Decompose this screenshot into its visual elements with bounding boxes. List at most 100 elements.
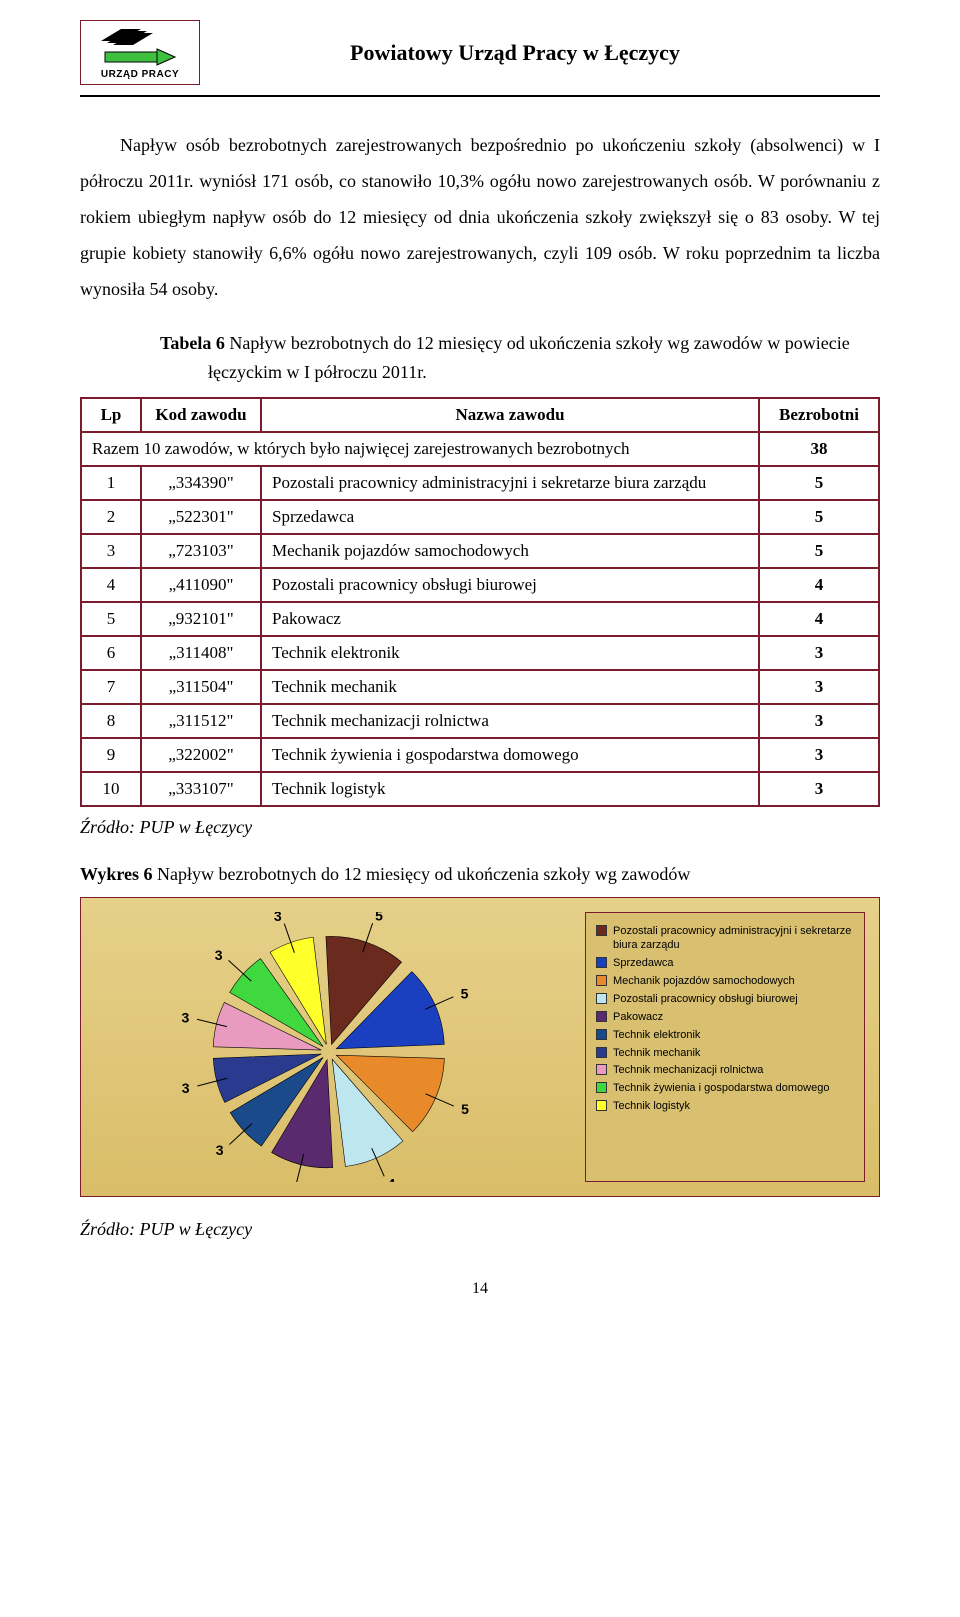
th-lp: Lp [81,398,141,432]
total-value: 38 [759,432,879,466]
cell-nazwa: Technik mechanik [261,670,759,704]
legend-item: Pozostali pracownicy administracyjni i s… [596,924,854,954]
legend-label: Technik elektronik [613,1028,700,1043]
cell-lp: 1 [81,466,141,500]
table-row: 6„311408"Technik elektronik3 [81,636,879,670]
pie-value-label: 3 [216,1142,224,1158]
cell-lp: 6 [81,636,141,670]
source-line-2: Źródło: PUP w Łęczycy [80,1219,880,1240]
cell-kod: „932101" [141,602,261,636]
table-row: 4„411090"Pozostali pracownicy obsługi bi… [81,568,879,602]
table-row: 5„932101"Pakowacz4 [81,602,879,636]
table-row: 2„522301"Sprzedawca5 [81,500,879,534]
legend-swatch [596,957,607,968]
cell-kod: „723103" [141,534,261,568]
cell-lp: 8 [81,704,141,738]
cell-bez: 5 [759,466,879,500]
legend-label: Pozostali pracownicy obsługi biurowej [613,992,798,1007]
legend-item: Technik mechanizacji rolnictwa [596,1063,854,1078]
total-label: Razem 10 zawodów, w których było najwięc… [81,432,759,466]
pie-value-label: 3 [182,1080,190,1096]
logo-caption: URZĄD PRACY [89,69,191,80]
legend-item: Technik mechanik [596,1046,854,1061]
cell-kod: „311512" [141,704,261,738]
cell-nazwa: Pozostali pracownicy administracyjni i s… [261,466,759,500]
cell-nazwa: Sprzedawca [261,500,759,534]
table-row: 10„333107"Technik logistyk3 [81,772,879,806]
legend-swatch [596,1047,607,1058]
cell-kod: „311504" [141,670,261,704]
chart-caption-rest: Napływ bezrobotnych do 12 miesięcy od uk… [157,864,690,884]
legend-label: Technik żywienia i gospodarstwa domowego [613,1081,829,1096]
table-caption-rest: Napływ bezrobotnych do 12 miesięcy od uk… [208,333,850,382]
cell-nazwa: Mechanik pojazdów samochodowych [261,534,759,568]
pie-value-label: 3 [274,912,282,924]
cell-lp: 5 [81,602,141,636]
logo-box: URZĄD PRACY [80,20,200,85]
cell-lp: 9 [81,738,141,772]
cell-kod: „334390" [141,466,261,500]
legend-label: Technik mechanizacji rolnictwa [613,1063,763,1078]
cell-bez: 3 [759,704,879,738]
table-row: 3„723103"Mechanik pojazdów samochodowych… [81,534,879,568]
chart-legend: Pozostali pracownicy administracyjni i s… [585,912,865,1182]
cell-lp: 4 [81,568,141,602]
legend-item: Pakowacz [596,1010,854,1025]
cell-kod: „322002" [141,738,261,772]
cell-bez: 3 [759,670,879,704]
cell-kod: „333107" [141,772,261,806]
cell-nazwa: Pakowacz [261,602,759,636]
cell-bez: 4 [759,568,879,602]
legend-item: Technik elektronik [596,1028,854,1043]
legend-swatch [596,1011,607,1022]
table-row: 7„311504"Technik mechanik3 [81,670,879,704]
legend-label: Pozostali pracownicy administracyjni i s… [613,924,854,954]
cell-bez: 4 [759,602,879,636]
table-header-row: Lp Kod zawodu Nazwa zawodu Bezrobotni [81,398,879,432]
source-line-1: Źródło: PUP w Łęczycy [80,817,880,838]
table-row-total: Razem 10 zawodów, w których było najwięc… [81,432,879,466]
th-nazwa: Nazwa zawodu [261,398,759,432]
pie-chart: 5554433333 [95,912,573,1182]
table-caption-label: Tabela 6 [160,333,225,353]
legend-swatch [596,1082,607,1093]
cell-bez: 5 [759,500,879,534]
data-table: Lp Kod zawodu Nazwa zawodu Bezrobotni Ra… [80,397,880,807]
cell-kod: „311408" [141,636,261,670]
legend-swatch [596,925,607,936]
table-row: 8„311512"Technik mechanizacji rolnictwa3 [81,704,879,738]
cell-nazwa: Technik mechanizacji rolnictwa [261,704,759,738]
cell-nazwa: Technik logistyk [261,772,759,806]
cell-nazwa: Technik elektronik [261,636,759,670]
legend-item: Technik logistyk [596,1099,854,1114]
legend-item: Pozostali pracownicy obsługi biurowej [596,992,854,1007]
table-row: 1„334390"Pozostali pracownicy administra… [81,466,879,500]
pie-svg: 5554433333 [95,912,573,1182]
cell-bez: 5 [759,534,879,568]
cell-lp: 2 [81,500,141,534]
th-bez: Bezrobotni [759,398,879,432]
page-number: 14 [80,1280,880,1298]
legend-label: Pakowacz [613,1010,663,1025]
cell-bez: 3 [759,738,879,772]
legend-item: Technik żywienia i gospodarstwa domowego [596,1081,854,1096]
th-kod: Kod zawodu [141,398,261,432]
cell-bez: 3 [759,772,879,806]
cell-kod: „522301" [141,500,261,534]
chart-caption-label: Wykres 6 [80,864,153,884]
chart-caption: Wykres 6 Napływ bezrobotnych do 12 miesi… [80,864,880,885]
cell-lp: 7 [81,670,141,704]
pie-value-label: 5 [461,985,469,1001]
legend-swatch [596,1064,607,1075]
cell-lp: 10 [81,772,141,806]
body-paragraph: Napływ osób bezrobotnych zarejestrowanyc… [80,127,880,307]
pie-value-label: 5 [375,912,383,924]
logo-icon [95,27,185,67]
header-title: Powiatowy Urząd Pracy w Łęczycy [210,40,880,66]
legend-label: Sprzedawca [613,956,674,971]
legend-item: Mechanik pojazdów samochodowych [596,974,854,989]
chart-frame: 5554433333 Pozostali pracownicy administ… [80,897,880,1197]
pie-value-label: 3 [181,1009,189,1025]
cell-bez: 3 [759,636,879,670]
cell-nazwa: Pozostali pracownicy obsługi biurowej [261,568,759,602]
